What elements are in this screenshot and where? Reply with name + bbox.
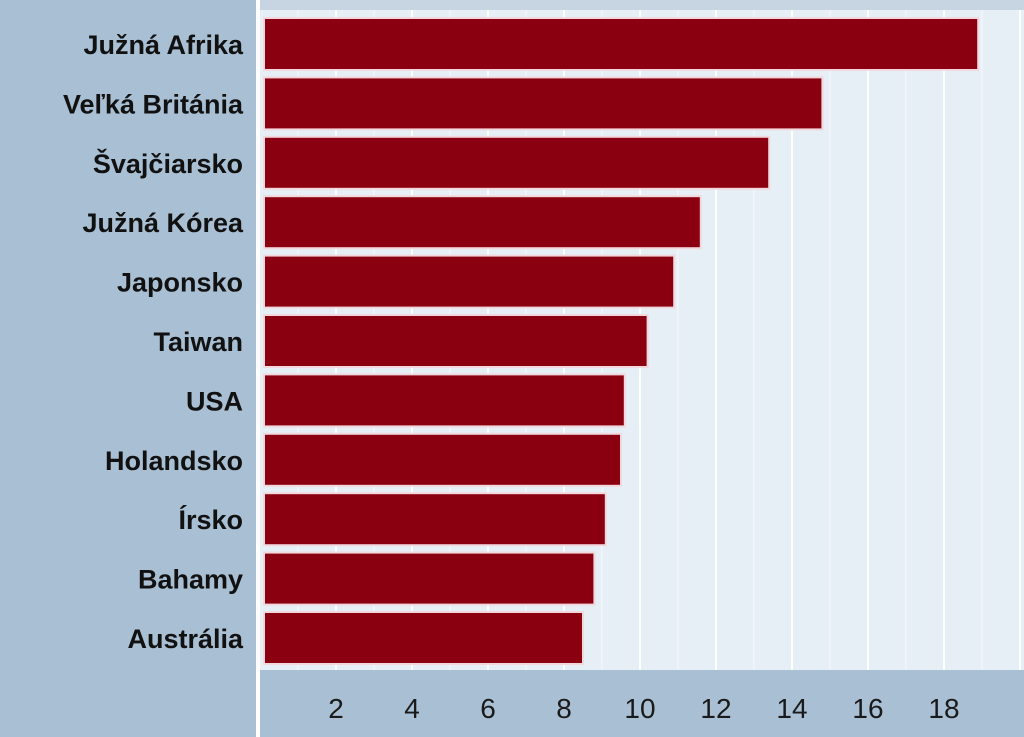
category-label: Veľká Británia <box>63 89 244 119</box>
x-tick-label: 6 <box>480 693 496 724</box>
x-tick-label: 12 <box>700 693 731 724</box>
x-tick-label: 8 <box>556 693 572 724</box>
category-labels: Južná Afrika Veľká Británia Švajčiarsko Juž… <box>63 30 244 654</box>
x-tick-label: 2 <box>328 693 344 724</box>
category-label: Holandsko <box>105 446 243 476</box>
bar <box>263 254 676 309</box>
category-label: Írsko <box>178 504 243 535</box>
category-label: Japonsko <box>117 268 243 298</box>
category-label: Austrália <box>127 624 244 654</box>
x-tick-labels: 2 4 6 8 10 12 14 16 18 <box>328 693 959 724</box>
category-label: Taiwan <box>153 327 243 357</box>
category-label: Bahamy <box>138 565 243 595</box>
x-axis-band <box>258 670 1024 737</box>
bar <box>263 76 824 131</box>
x-tick-label: 14 <box>776 693 807 724</box>
category-label: USA <box>186 386 243 416</box>
bar <box>263 432 622 487</box>
category-label: Švajčiarsko <box>93 148 243 179</box>
plot-top-strip <box>258 0 1024 10</box>
bars <box>263 17 980 665</box>
bar <box>263 17 980 71</box>
x-tick-label: 4 <box>404 693 420 724</box>
bar <box>263 492 607 547</box>
bar <box>263 611 584 665</box>
bar <box>263 551 596 606</box>
bar <box>263 373 626 428</box>
category-label: Južná Afrika <box>83 30 244 60</box>
bar <box>263 135 771 190</box>
x-tick-label: 10 <box>624 693 655 724</box>
category-label: Južná Kórea <box>82 208 244 238</box>
bar <box>263 195 702 250</box>
y-axis-line <box>256 0 260 737</box>
x-tick-label: 18 <box>928 693 959 724</box>
bar <box>263 314 649 368</box>
x-tick-label: 16 <box>852 693 883 724</box>
